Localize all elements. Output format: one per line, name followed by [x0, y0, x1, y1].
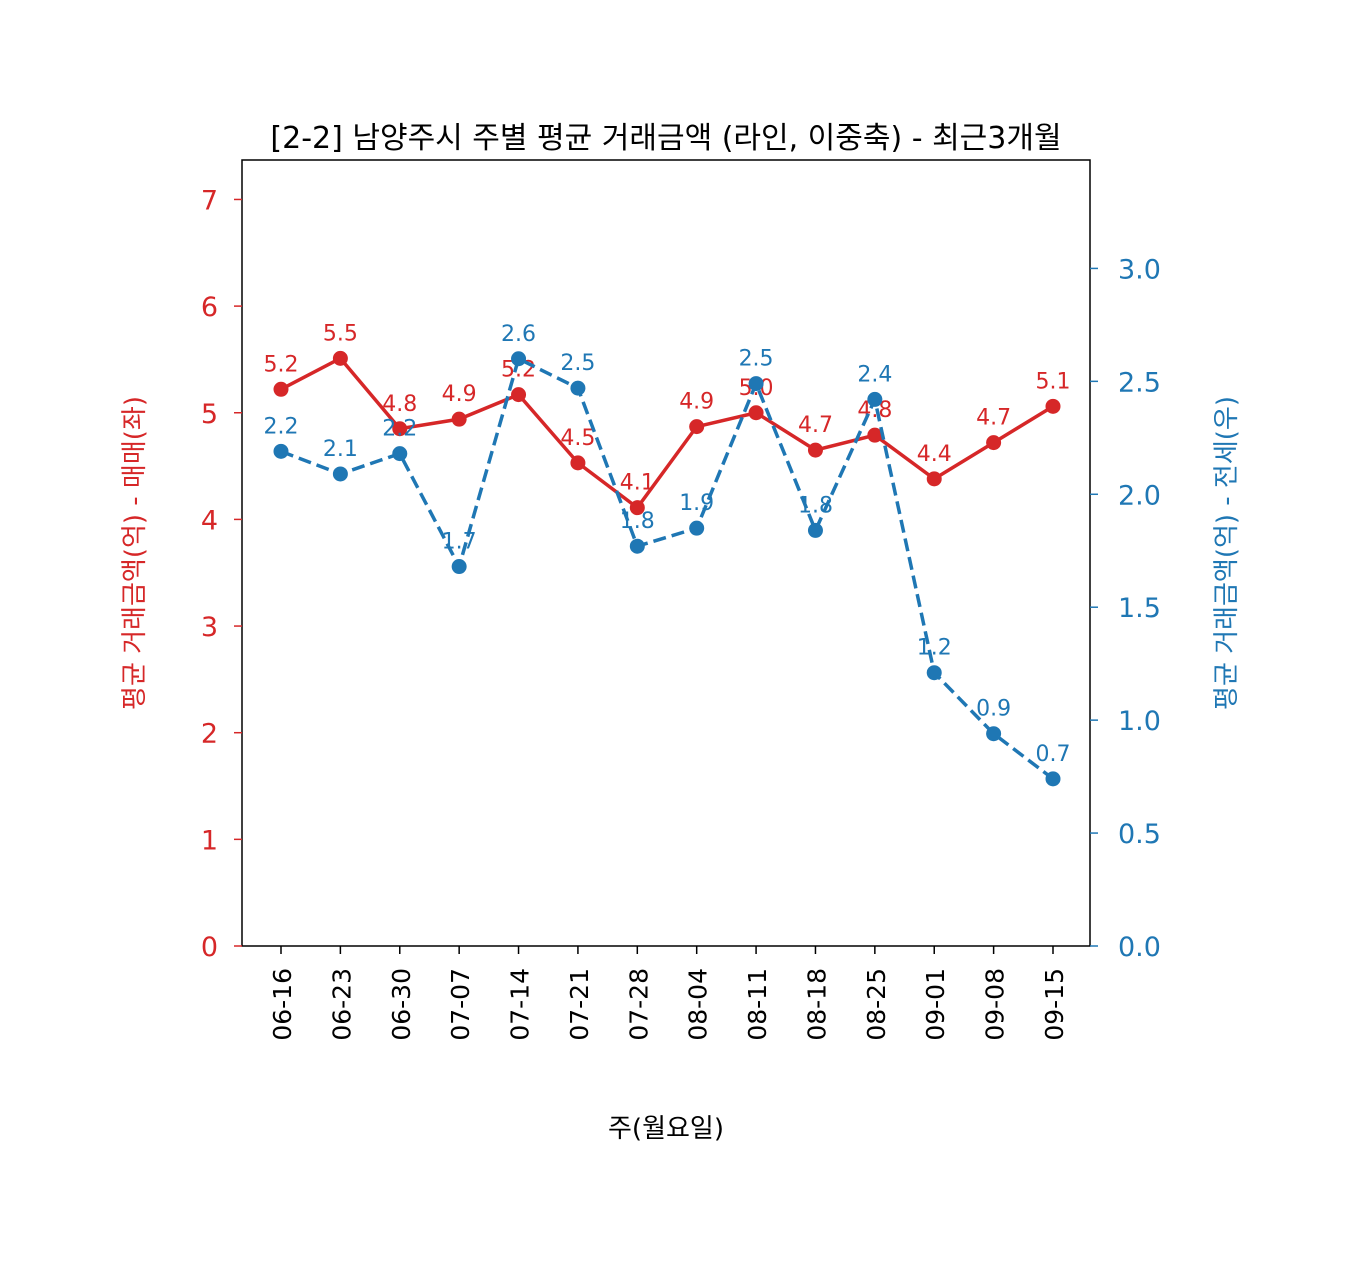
data-label: 2.2	[382, 417, 417, 442]
data-label: 2.1	[323, 437, 358, 462]
data-point	[273, 381, 289, 397]
right-y-tick-label: 0.0	[1118, 932, 1161, 963]
x-tick-label: 09-08	[981, 968, 1010, 1041]
right-y-tick-label: 2.0	[1118, 480, 1161, 511]
data-label: 4.8	[382, 392, 417, 417]
right-axis-label: 평균 거래금액(억) - 전세(우)	[1212, 396, 1242, 710]
data-label: 1.7	[442, 530, 477, 555]
left-y-tick-label: 3	[201, 612, 218, 643]
data-label: 5.5	[323, 321, 358, 346]
data-label: 2.6	[501, 322, 536, 347]
data-label: 1.2	[917, 636, 952, 661]
series-jeonse: 2.2 2.1 2.2 1.7 2.6 2.5 1.8 1.9 2.5 1.8 2.4 1.2 0.9 0…	[264, 322, 1071, 787]
data-point	[273, 443, 289, 459]
left-y-tick-label: 7	[201, 185, 218, 216]
x-tick-label: 07-28	[624, 968, 653, 1041]
left-y-tick-label: 1	[201, 825, 218, 856]
right-y-tick-label: 3.0	[1118, 254, 1161, 285]
x-tick-label: 08-04	[684, 968, 713, 1041]
data-label: 2.5	[739, 347, 774, 372]
left-y-tick-label: 0	[201, 932, 218, 963]
right-y-tick-label: 1.0	[1118, 706, 1161, 737]
x-tick-label: 06-16	[268, 968, 297, 1041]
right-y-tick-label: 1.5	[1118, 593, 1161, 624]
data-point	[1045, 771, 1061, 787]
data-label: 4.4	[917, 442, 952, 467]
left-y-tick-label: 6	[201, 292, 218, 323]
data-point	[689, 520, 705, 536]
data-label: 5.2	[264, 352, 299, 377]
data-label: 4.1	[620, 471, 655, 496]
data-point	[926, 471, 942, 487]
data-point	[392, 446, 408, 462]
x-tick-label: 07-21	[565, 968, 594, 1041]
x-tick-label: 08-25	[862, 968, 891, 1041]
data-label: 1.8	[620, 509, 655, 534]
data-point	[629, 538, 645, 554]
data-label: 1.8	[798, 493, 833, 518]
data-point	[807, 442, 823, 458]
x-tick-label: 08-18	[802, 968, 831, 1041]
data-point	[748, 376, 764, 392]
x-axis-label: 주(월요일)	[608, 1114, 724, 1144]
data-point	[689, 419, 705, 435]
x-tick-label: 06-23	[327, 968, 356, 1041]
data-point	[570, 380, 586, 396]
left-y-tick-label: 5	[201, 399, 218, 430]
data-point	[867, 427, 883, 443]
data-label: 4.9	[679, 390, 714, 415]
data-label: 4.7	[798, 413, 833, 438]
data-point	[332, 466, 348, 482]
data-point	[511, 387, 527, 403]
x-tick-label: 06-30	[387, 968, 416, 1041]
data-point	[629, 500, 645, 516]
data-label: 5.1	[1036, 369, 1071, 394]
plot-area	[241, 159, 1091, 947]
data-label: 1.9	[679, 491, 714, 516]
data-point	[986, 435, 1002, 451]
data-point	[332, 350, 348, 366]
x-tick-label: 09-01	[921, 968, 950, 1041]
data-label: 4.5	[560, 426, 595, 451]
series-sale: 5.25.54.84.95.24.54.14.95.04.74.84.44.75…	[264, 321, 1071, 516]
data-point	[392, 421, 408, 437]
data-label: 4.9	[442, 382, 477, 407]
data-point	[926, 665, 942, 681]
data-label: 2.5	[560, 351, 595, 376]
data-point	[451, 411, 467, 427]
data-point	[807, 522, 823, 538]
data-point	[986, 726, 1002, 742]
x-tick-label: 07-07	[446, 968, 475, 1041]
data-label: 2.2	[264, 414, 299, 439]
x-tick-label: 07-14	[506, 968, 535, 1041]
left-y-tick-label: 4	[201, 505, 218, 536]
data-label: 0.9	[976, 697, 1011, 722]
data-point	[451, 559, 467, 575]
chart-title: [2-2] 남양주시 주별 평균 거래금액 (라인, 이중축) - 최근3개월	[270, 121, 1061, 156]
series-line	[280, 356, 1054, 511]
left-y-tick-label: 2	[201, 719, 218, 750]
x-tick-label: 08-11	[743, 968, 772, 1041]
data-label: 4.7	[976, 406, 1011, 431]
left-axis-label: 평균 거래금액(억) - 매매(좌)	[120, 396, 150, 710]
x-tick-label: 09-15	[1040, 968, 1069, 1041]
data-point	[748, 405, 764, 421]
data-label: 0.7	[1036, 742, 1071, 767]
right-y-tick-label: 0.5	[1118, 819, 1161, 850]
data-label: 2.4	[857, 362, 892, 387]
data-point	[867, 391, 883, 407]
data-point	[511, 351, 527, 367]
right-y-tick-label: 2.5	[1118, 367, 1161, 398]
data-point	[1045, 398, 1061, 414]
data-point	[570, 455, 586, 471]
